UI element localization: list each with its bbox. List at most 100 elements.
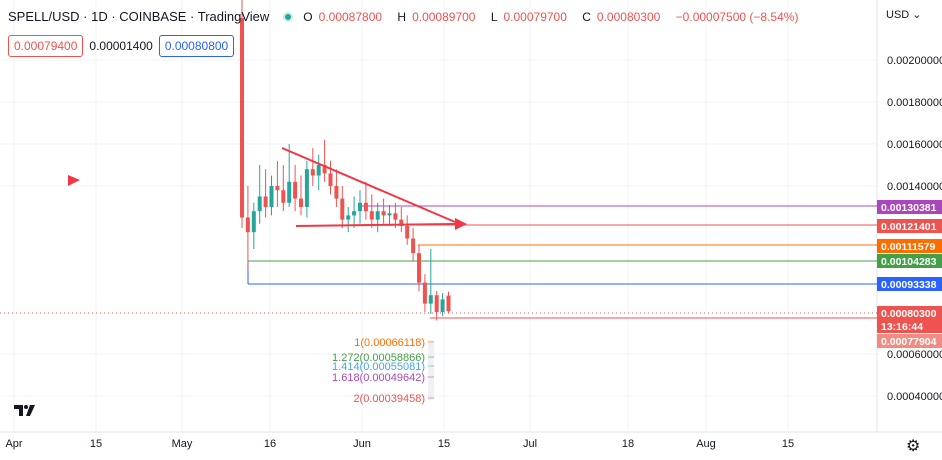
low-label: L <box>490 9 498 24</box>
currency-label: USD <box>886 9 910 21</box>
fib-level-label: 1.272(0.00058866) <box>332 352 425 364</box>
time-tick-label: 16 <box>264 438 276 450</box>
price-tag-label: 0.00121401 <box>881 221 937 233</box>
candle-body <box>251 211 256 233</box>
time-tick-label: 15 <box>90 438 102 450</box>
candle-body <box>428 295 433 304</box>
price-tag-bg <box>877 239 942 253</box>
price-tick-label: 0.00140000 <box>887 181 942 193</box>
price-tag-label: 0.00077904 <box>881 336 937 348</box>
ohlc-values: O 0.00087800 H 0.00089700 L 0.00079700 C 0.0… <box>303 10 804 24</box>
symbol-header: SPELL/USD · 1D · COINBASE · TradingView … <box>8 9 804 24</box>
chevron-down-icon: ⌄ <box>909 9 922 21</box>
candle-body <box>369 211 374 220</box>
price-tick-label: 0.00180000 <box>887 97 942 109</box>
time-tick-label: May <box>172 438 193 450</box>
quote-row: 0.00079400 0.00001400 0.00080800 <box>8 35 235 57</box>
candle-body <box>316 165 321 176</box>
fib-level-label: 1.414(0.00055081) <box>332 361 425 373</box>
horizontal-lines <box>0 205 877 319</box>
open-label: O <box>303 9 313 24</box>
price-tick-label: 0.00160000 <box>887 139 942 151</box>
time-tick-label: Apr <box>5 438 22 450</box>
candle-body <box>269 186 274 207</box>
currency-selector[interactable]: USD ⌄ <box>886 8 922 21</box>
price-axis-labels: 0.00200000 0.00180000 0.00160000 0.00140000… <box>887 55 942 403</box>
fib-extension-labels: 1(0.00066118) 1.272(0.00058866)1.414(0.00… <box>332 337 434 405</box>
open-value: 0.00087800 <box>318 9 383 24</box>
price-tags: 0.00130381 0.00121401 0.00111579 0.00104283… <box>877 200 942 348</box>
candle-body <box>287 181 292 203</box>
candle-body <box>322 165 327 174</box>
candle-body <box>304 169 309 207</box>
price-tick-label: 0.00060000 <box>887 349 942 361</box>
trend-line-upper <box>281 147 456 223</box>
candle-body <box>358 202 362 212</box>
candle-body <box>446 295 451 312</box>
time-tick-label: 15 <box>782 438 794 450</box>
low-value: 0.00079700 <box>503 9 567 24</box>
candle-body <box>381 211 386 216</box>
spread-value: 0.00001400 <box>89 39 153 53</box>
candle-body <box>310 169 315 176</box>
candle-body <box>275 186 280 191</box>
time-tick-label: 18 <box>622 438 634 450</box>
high-label: H <box>397 9 407 24</box>
candle-body <box>405 225 410 239</box>
close-label: C <box>582 9 591 24</box>
candle-body <box>440 299 445 312</box>
candle-body <box>293 181 298 199</box>
candle-body <box>340 198 345 220</box>
price-tag-label: 0.00130381 <box>881 202 937 214</box>
candles <box>240 0 451 321</box>
price-tag-label: 0.00111579 <box>881 241 935 253</box>
fib-level-label: 2(0.00039458) <box>353 393 425 405</box>
candle-body <box>245 217 250 233</box>
market-status-icon <box>283 11 294 22</box>
price-tag-label: 0.00104283 <box>881 256 937 268</box>
price-tag-label: 13:16:44 <box>881 321 923 333</box>
price-tag-bg <box>877 200 942 214</box>
fib-level-label: 1.618(0.00049642) <box>332 372 425 384</box>
fib-level-label: 1(0.00066118) <box>354 337 425 349</box>
candle-body <box>422 282 427 304</box>
flag-marker-icon <box>68 175 80 186</box>
close-value: 0.00080300 <box>596 9 661 24</box>
price-tag-bg <box>877 277 942 291</box>
candle-body <box>352 211 357 216</box>
symbol-title[interactable]: SPELL/USD · 1D · COINBASE · TradingView <box>8 9 270 24</box>
gear-icon[interactable]: ⚙ <box>906 438 921 455</box>
time-axis-labels: Apr 15 May 16 Jun 15 Jul 18 Aug 15 <box>5 438 794 450</box>
time-tick-label: 15 <box>438 438 450 450</box>
change-value: −0.00007500 (−8.54%) <box>675 9 799 24</box>
fib-range-band <box>428 340 434 400</box>
candle-body <box>411 238 416 254</box>
tradingview-logo-icon[interactable] <box>12 400 40 420</box>
candle-body <box>399 219 404 226</box>
price-tag-label: 0.00080300 <box>881 308 937 320</box>
candle-body <box>387 213 392 216</box>
price-tag-bg <box>877 219 942 233</box>
price-tag-label: 0.00093338 <box>881 279 937 291</box>
bid-box[interactable]: 0.00079400 <box>8 35 84 57</box>
candle-body <box>393 213 398 220</box>
drawing-tools <box>68 147 467 230</box>
candle-body <box>257 196 262 212</box>
grid-lines <box>0 0 877 432</box>
candle-body <box>434 295 439 312</box>
price-tag-bg <box>877 254 942 268</box>
time-tick-label: Jul <box>523 438 537 450</box>
candle-body <box>299 198 303 207</box>
candle-body <box>240 18 244 218</box>
high-value: 0.00089700 <box>412 9 476 24</box>
candle-body <box>346 215 351 220</box>
candle-body <box>417 253 421 283</box>
price-tag-bg <box>877 306 942 320</box>
price-tag-bg <box>877 319 942 333</box>
price-tag-bg <box>877 334 942 348</box>
candle-body <box>328 173 333 186</box>
ask-box[interactable]: 0.00080800 <box>158 35 235 57</box>
arrow-head-icon <box>455 218 467 230</box>
